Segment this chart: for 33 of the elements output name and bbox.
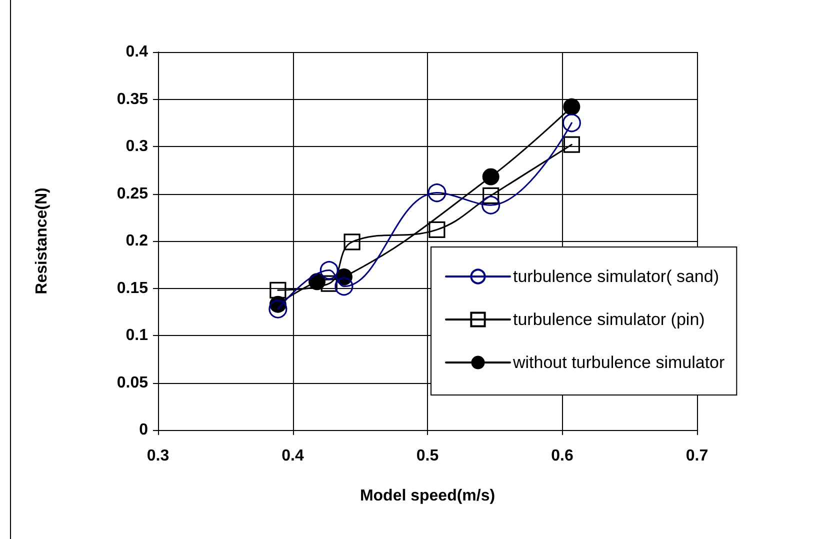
y-tick-label: 0.2	[126, 232, 148, 250]
y-tick-label: 0.1	[126, 327, 148, 344]
legend-label: without turbulence simulator	[512, 353, 725, 372]
y-axis-title: Resistance(N)	[34, 188, 50, 294]
point	[428, 184, 446, 202]
point	[428, 221, 446, 238]
y-tick-label: 0.25	[116, 185, 148, 202]
y-tick-label: 0.05	[116, 374, 148, 392]
point	[334, 277, 354, 296]
legend-label: turbulence simulator (pin)	[513, 310, 705, 329]
x-axis-title: Model speed(m/s)	[360, 488, 496, 504]
x-tick-label: 0.6	[551, 448, 574, 464]
y-tick-label: 0.15	[116, 280, 148, 297]
point	[268, 300, 288, 318]
point	[344, 234, 360, 250]
y-tick-label: 0	[139, 422, 148, 438]
point	[320, 275, 338, 292]
point	[482, 187, 500, 204]
x-tick-label: 0.7	[686, 448, 708, 464]
x-tick-label: 0.4	[282, 448, 304, 464]
y-tick-label: 0.3	[126, 138, 148, 155]
x-tick-label: 0.5	[416, 448, 439, 464]
point	[482, 196, 500, 214]
x-tick-label: 0.3	[146, 448, 170, 464]
point	[482, 168, 500, 186]
point	[563, 98, 580, 116]
legend-label: turbulence simulator( sand)	[513, 267, 719, 286]
point	[563, 136, 580, 153]
point	[562, 114, 581, 132]
y-tick-label: 0.35	[116, 90, 148, 108]
point	[320, 261, 338, 280]
y-tick-label: 0.4	[126, 44, 148, 60]
point	[270, 282, 286, 298]
